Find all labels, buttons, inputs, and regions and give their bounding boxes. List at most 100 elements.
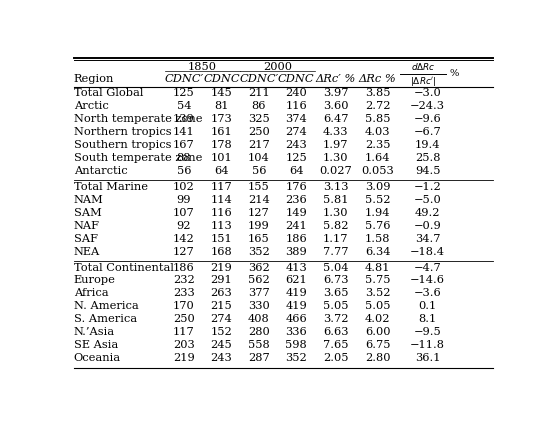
Text: 5.85: 5.85 bbox=[365, 114, 390, 124]
Text: 3.72: 3.72 bbox=[323, 314, 349, 325]
Text: 362: 362 bbox=[248, 263, 270, 272]
Text: 287: 287 bbox=[248, 353, 270, 363]
Text: 6.75: 6.75 bbox=[365, 340, 390, 350]
Text: 56: 56 bbox=[177, 166, 191, 176]
Text: 155: 155 bbox=[248, 182, 270, 192]
Text: 5.52: 5.52 bbox=[365, 195, 390, 205]
Text: 219: 219 bbox=[173, 353, 195, 363]
Text: North temperate zone: North temperate zone bbox=[74, 114, 202, 124]
Text: 56: 56 bbox=[251, 166, 266, 176]
Text: Total Marine: Total Marine bbox=[74, 182, 148, 192]
Text: 186: 186 bbox=[173, 263, 195, 272]
Text: 173: 173 bbox=[210, 114, 232, 124]
Text: 1.30: 1.30 bbox=[323, 208, 349, 218]
Text: 3.09: 3.09 bbox=[365, 182, 390, 192]
Text: SAF: SAF bbox=[74, 234, 98, 244]
Text: 6.63: 6.63 bbox=[323, 328, 349, 337]
Text: 232: 232 bbox=[173, 275, 195, 285]
Text: 336: 336 bbox=[285, 328, 307, 337]
Text: 141: 141 bbox=[173, 127, 195, 137]
Text: 186: 186 bbox=[285, 234, 307, 244]
Text: 1.94: 1.94 bbox=[365, 208, 390, 218]
Text: 3.60: 3.60 bbox=[323, 101, 349, 111]
Text: 165: 165 bbox=[248, 234, 270, 244]
Text: 142: 142 bbox=[173, 234, 195, 244]
Text: Oceania: Oceania bbox=[74, 353, 121, 363]
Text: NEA: NEA bbox=[74, 247, 100, 257]
Text: 8.1: 8.1 bbox=[418, 314, 437, 325]
Text: 0.053: 0.053 bbox=[361, 166, 394, 176]
Text: 0.1: 0.1 bbox=[418, 301, 437, 312]
Text: 1.64: 1.64 bbox=[365, 153, 390, 163]
Text: 5.04: 5.04 bbox=[323, 263, 349, 272]
Text: 149: 149 bbox=[285, 208, 307, 218]
Text: 167: 167 bbox=[173, 140, 195, 150]
Text: S. America: S. America bbox=[74, 314, 137, 325]
Text: 243: 243 bbox=[285, 140, 307, 150]
Text: 217: 217 bbox=[248, 140, 270, 150]
Text: Europe: Europe bbox=[74, 275, 116, 285]
Text: 621: 621 bbox=[285, 275, 307, 285]
Text: 199: 199 bbox=[248, 221, 270, 231]
Text: −3.6: −3.6 bbox=[414, 288, 441, 298]
Text: 562: 562 bbox=[248, 275, 270, 285]
Text: 6.00: 6.00 bbox=[365, 328, 390, 337]
Text: −0.9: −0.9 bbox=[414, 221, 441, 231]
Text: 352: 352 bbox=[248, 247, 270, 257]
Text: 5.76: 5.76 bbox=[365, 221, 390, 231]
Text: 250: 250 bbox=[248, 127, 270, 137]
Text: 125: 125 bbox=[285, 153, 307, 163]
Text: 139: 139 bbox=[173, 114, 195, 124]
Text: 7.77: 7.77 bbox=[323, 247, 349, 257]
Text: CDNC: CDNC bbox=[203, 74, 240, 83]
Text: N.’Asia: N.’Asia bbox=[74, 328, 115, 337]
Text: 408: 408 bbox=[248, 314, 270, 325]
Text: Total Global: Total Global bbox=[74, 88, 143, 98]
Text: 325: 325 bbox=[248, 114, 270, 124]
Text: NAF: NAF bbox=[74, 221, 100, 231]
Text: 245: 245 bbox=[210, 340, 232, 350]
Text: 263: 263 bbox=[210, 288, 232, 298]
Text: 161: 161 bbox=[210, 127, 232, 137]
Text: 94.5: 94.5 bbox=[415, 166, 440, 176]
Text: −3.0: −3.0 bbox=[414, 88, 441, 98]
Text: 113: 113 bbox=[210, 221, 232, 231]
Text: 352: 352 bbox=[285, 353, 307, 363]
Text: 2.80: 2.80 bbox=[365, 353, 390, 363]
Text: −5.0: −5.0 bbox=[414, 195, 441, 205]
Text: 19.4: 19.4 bbox=[415, 140, 440, 150]
Text: 5.81: 5.81 bbox=[323, 195, 349, 205]
Text: 102: 102 bbox=[173, 182, 195, 192]
Text: Africa: Africa bbox=[74, 288, 108, 298]
Text: 116: 116 bbox=[210, 208, 232, 218]
Text: 25.8: 25.8 bbox=[415, 153, 440, 163]
Text: 2.35: 2.35 bbox=[365, 140, 390, 150]
Text: 215: 215 bbox=[210, 301, 232, 312]
Text: 274: 274 bbox=[210, 314, 232, 325]
Text: 2000: 2000 bbox=[263, 62, 292, 72]
Text: 5.75: 5.75 bbox=[365, 275, 390, 285]
Text: 125: 125 bbox=[173, 88, 195, 98]
Text: 219: 219 bbox=[210, 263, 232, 272]
Text: 88: 88 bbox=[177, 153, 191, 163]
Text: −9.6: −9.6 bbox=[414, 114, 441, 124]
Text: 389: 389 bbox=[285, 247, 307, 257]
Text: 3.65: 3.65 bbox=[323, 288, 349, 298]
Text: 274: 274 bbox=[285, 127, 307, 137]
Text: 99: 99 bbox=[177, 195, 191, 205]
Text: 1.17: 1.17 bbox=[323, 234, 349, 244]
Text: 377: 377 bbox=[248, 288, 270, 298]
Text: South temperate zone: South temperate zone bbox=[74, 153, 202, 163]
Text: ΔRc′ %: ΔRc′ % bbox=[316, 74, 356, 83]
Text: 34.7: 34.7 bbox=[415, 234, 440, 244]
Text: 2.72: 2.72 bbox=[365, 101, 390, 111]
Text: $d\Delta\mathit{Rc}$: $d\Delta\mathit{Rc}$ bbox=[411, 61, 435, 72]
Text: 236: 236 bbox=[285, 195, 307, 205]
Text: 7.65: 7.65 bbox=[323, 340, 349, 350]
Text: 413: 413 bbox=[285, 263, 307, 272]
Text: 3.85: 3.85 bbox=[365, 88, 390, 98]
Text: 3.13: 3.13 bbox=[323, 182, 349, 192]
Text: 104: 104 bbox=[248, 153, 270, 163]
Text: 3.97: 3.97 bbox=[323, 88, 349, 98]
Text: 1850: 1850 bbox=[188, 62, 217, 72]
